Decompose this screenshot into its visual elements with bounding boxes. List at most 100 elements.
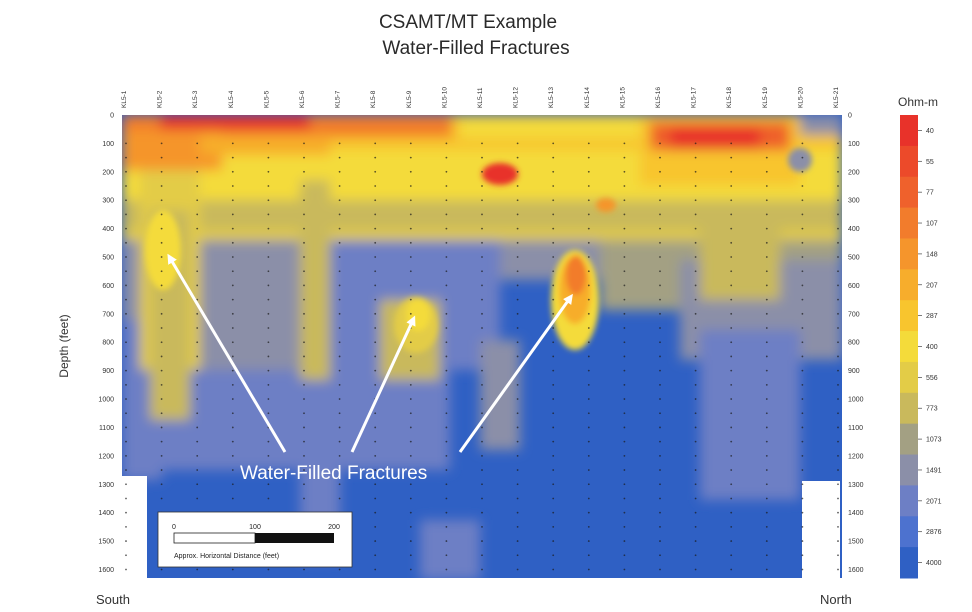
measurement-point xyxy=(303,440,305,443)
measurement-point xyxy=(481,355,483,358)
measurement-point xyxy=(125,440,127,443)
colorbar-label: 107 xyxy=(926,221,938,228)
measurement-point xyxy=(303,497,305,500)
measurement-point xyxy=(409,241,412,244)
measurement-point xyxy=(694,568,697,571)
measurement-point xyxy=(694,525,697,528)
measurement-point xyxy=(267,483,270,486)
measurement-point xyxy=(694,383,697,386)
measurement-point xyxy=(516,497,519,500)
measurement-point xyxy=(481,312,483,315)
measurement-point xyxy=(125,511,127,514)
measurement-point xyxy=(481,568,483,571)
measurement-point xyxy=(231,497,234,500)
measurement-point xyxy=(196,185,199,187)
measurement-point xyxy=(765,312,768,315)
measurement-point xyxy=(801,426,804,429)
y-tick-right: 100 xyxy=(848,141,860,148)
measurement-point xyxy=(765,568,768,571)
measurement-point xyxy=(694,241,697,244)
measurement-point xyxy=(303,256,305,258)
measurement-point xyxy=(587,227,590,230)
colorbar-swatch xyxy=(900,423,918,456)
measurement-point xyxy=(765,511,768,514)
measurement-point xyxy=(801,341,804,344)
measurement-point xyxy=(409,497,412,500)
measurement-point xyxy=(267,270,270,273)
measurement-point xyxy=(552,369,555,372)
measurement-point xyxy=(516,270,519,273)
measurement-point xyxy=(623,213,626,216)
measurement-point xyxy=(338,426,341,429)
measurement-point xyxy=(374,511,377,514)
measurement-point xyxy=(659,298,661,301)
measurement-point xyxy=(374,554,377,557)
station-label: KL5-4 xyxy=(228,90,235,108)
colorbar-swatch xyxy=(900,238,918,270)
measurement-point xyxy=(659,256,661,258)
measurement-point xyxy=(445,185,448,187)
measurement-point xyxy=(694,469,697,471)
measurement-point xyxy=(409,525,412,528)
measurement-point xyxy=(303,156,305,159)
measurement-point xyxy=(445,256,448,258)
measurement-point xyxy=(338,383,341,386)
resistivity-section xyxy=(122,115,842,578)
measurement-point xyxy=(694,398,697,400)
measurement-point xyxy=(801,355,804,358)
measurement-point xyxy=(659,554,661,557)
measurement-point xyxy=(196,454,199,457)
measurement-point xyxy=(694,298,697,301)
measurement-point xyxy=(552,469,555,471)
measurement-point xyxy=(374,256,377,258)
measurement-point xyxy=(445,383,448,386)
station-label: KL5-3 xyxy=(192,90,199,108)
measurement-point xyxy=(516,327,519,329)
measurement-point xyxy=(837,412,839,415)
y-tick-left: 1500 xyxy=(98,539,114,546)
measurement-point xyxy=(587,355,590,358)
measurement-point xyxy=(659,511,661,514)
measurement-point xyxy=(837,554,839,557)
measurement-point xyxy=(338,568,341,571)
measurement-point xyxy=(765,525,768,528)
depth-axis-left: 0 100 200 300 400 500 600 700 800 900 1000 1100 1200… xyxy=(98,113,114,574)
measurement-point xyxy=(267,412,270,415)
measurement-point xyxy=(374,412,377,415)
measurement-point xyxy=(837,440,839,443)
measurement-point xyxy=(659,170,661,173)
measurement-point xyxy=(659,383,661,386)
measurement-point xyxy=(694,511,697,514)
measurement-point xyxy=(338,199,341,202)
station-labels: KL5-1 KL5-2 KL5-3 KL5-4 KL5-5 KL5-6 KL5-7 KL5-8… xyxy=(121,87,840,108)
measurement-point xyxy=(659,241,661,244)
measurement-point xyxy=(765,554,768,557)
colorbar-swatch xyxy=(900,145,918,178)
measurement-point xyxy=(659,497,661,500)
y-tick-left: 1400 xyxy=(98,510,114,517)
measurement-point xyxy=(623,497,626,500)
measurement-point xyxy=(160,369,163,372)
measurement-point xyxy=(445,327,448,329)
measurement-point xyxy=(623,341,626,344)
measurement-point xyxy=(481,327,483,329)
measurement-point xyxy=(623,483,626,486)
measurement-point xyxy=(374,568,377,571)
measurement-point xyxy=(445,142,448,145)
measurement-point xyxy=(801,241,804,244)
measurement-point xyxy=(445,270,448,273)
measurement-point xyxy=(267,199,270,202)
measurement-point xyxy=(160,355,163,358)
measurement-point xyxy=(730,426,733,429)
south-label: South xyxy=(96,592,130,607)
measurement-point xyxy=(552,540,555,542)
measurement-point xyxy=(837,525,839,528)
measurement-point xyxy=(694,256,697,258)
colorbar-unit: Ohm-m xyxy=(898,95,938,109)
measurement-point xyxy=(409,284,412,287)
measurement-point xyxy=(659,213,661,216)
measurement-point xyxy=(160,185,163,187)
measurement-point xyxy=(694,312,697,315)
measurement-point xyxy=(587,440,590,443)
measurement-point xyxy=(801,469,804,471)
